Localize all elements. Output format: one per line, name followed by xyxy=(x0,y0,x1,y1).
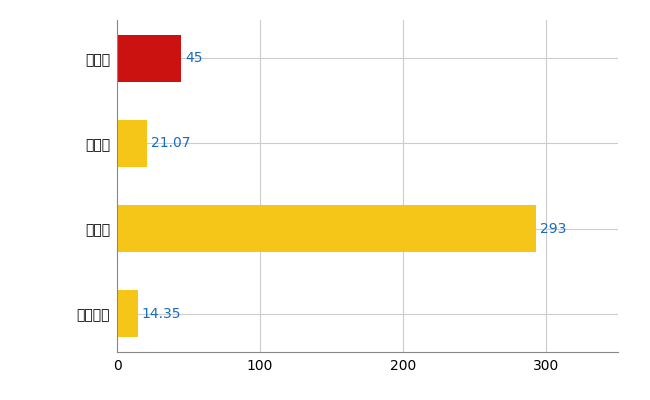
Text: 14.35: 14.35 xyxy=(142,306,181,320)
Text: 21.07: 21.07 xyxy=(151,136,191,150)
Bar xyxy=(117,35,181,82)
Bar xyxy=(117,205,536,252)
Text: 293: 293 xyxy=(540,222,567,236)
Bar xyxy=(117,120,147,167)
Text: 45: 45 xyxy=(186,52,203,66)
Bar xyxy=(117,290,138,337)
